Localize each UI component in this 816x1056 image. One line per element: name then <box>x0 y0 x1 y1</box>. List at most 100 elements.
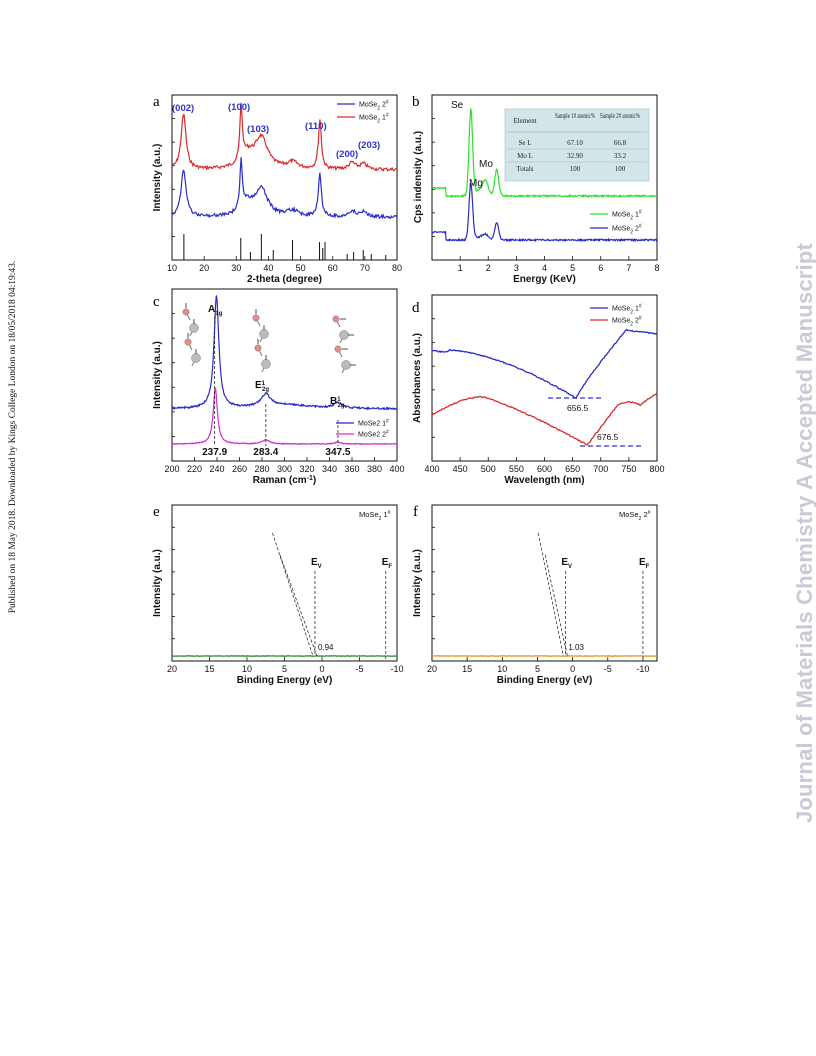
panel-d-legend-label: MoSe2 2# <box>612 316 642 328</box>
panel-c-molecule-e2g <box>252 309 271 373</box>
panel-a-peak-label: (110) <box>305 121 327 132</box>
panel-b-table-cell: 100 <box>615 165 626 173</box>
panel-c-series-1 <box>171 295 398 411</box>
panel-c-xtick-label: 340 <box>322 464 337 474</box>
panel-d-series-2 <box>431 392 658 446</box>
panel-b-table-cell: 66.8 <box>614 139 627 147</box>
panel-b-xtick-label: 3 <box>514 263 519 273</box>
panel-c-letter: c <box>153 294 160 310</box>
panel-c-xtick-label: 320 <box>299 464 314 474</box>
panel-b-xtick-label: 8 <box>654 263 659 273</box>
panel-e-ev-value: 0.94 <box>318 643 334 652</box>
panel-c-atom <box>252 314 260 322</box>
panel-c-atom <box>332 315 340 323</box>
panel-d-xtick-label: 550 <box>509 464 524 474</box>
panel-f-ev-label: EV <box>561 557 572 570</box>
panel-b-peak-label: Se <box>451 100 464 111</box>
panel-a-xtick-label: 30 <box>231 263 241 273</box>
panel-e-ef-label: EF <box>382 557 393 570</box>
panel-b-table-cell: 100 <box>570 165 581 173</box>
panel-c-mode-value: 347.5 <box>325 447 350 458</box>
panel-e-xlabel: Binding Energy (eV) <box>237 675 333 686</box>
panel-c-xtick-label: 280 <box>254 464 269 474</box>
panel-a-xtick-label: 50 <box>296 263 306 273</box>
panel-d-xlabel: Wavelength (nm) <box>504 475 584 486</box>
panel-b-table-cell: Se L <box>518 139 531 147</box>
panel-a-xtick-label: 20 <box>199 263 209 273</box>
panel-c-xtick-label: 380 <box>367 464 382 474</box>
panel-c-atom <box>184 338 192 346</box>
panel-b-table-cell: Mo L <box>517 152 533 160</box>
panel-a-peak-label: (103) <box>247 124 269 135</box>
panel-f-extrapolation <box>537 532 564 657</box>
panel-c-atom <box>261 359 271 369</box>
panel-e-xtick-label: -10 <box>390 664 403 674</box>
panel-c-atom <box>341 360 351 370</box>
panel-a-xtick-label: 40 <box>263 263 273 273</box>
panel-d-series-1 <box>432 328 658 400</box>
panel-b-table <box>504 108 650 182</box>
panel-c-atom <box>259 329 269 339</box>
panel-a-series-2 <box>171 157 398 220</box>
panel-c-xtick-label: 240 <box>209 464 224 474</box>
panel-f-frame <box>431 504 658 662</box>
panel-d-xtick-label: 700 <box>593 464 608 474</box>
panel-a-letter: a <box>153 94 160 110</box>
panel-b-xtick-label: 5 <box>570 263 575 273</box>
panel-c-atom <box>339 330 349 340</box>
panel-a-xtick-label: 10 <box>167 263 177 273</box>
panel-a-peak-label: (002) <box>172 103 194 114</box>
panel-e-xtick-label: 10 <box>242 664 252 674</box>
panel-d-letter: d <box>412 300 420 316</box>
panel-b-xtick-label: 6 <box>598 263 603 273</box>
panel-d-xtick-label: 650 <box>565 464 580 474</box>
panel-b-xtick-label: 2 <box>486 263 491 273</box>
panel-e-ev-label: EV <box>311 557 322 570</box>
panel-c-mode-label: E1 2g <box>255 380 269 393</box>
panel-b-table-cell: 32.90 <box>567 152 583 160</box>
panel-d-xtick-label: 750 <box>621 464 636 474</box>
panel-c-xtick-label: 300 <box>277 464 292 474</box>
panel-e-extrapolation <box>279 554 318 657</box>
panel-b-peak-label: Mo <box>479 159 493 170</box>
panel-e-xtick-label: 0 <box>319 664 324 674</box>
panel-e-xtick-label: 15 <box>204 664 214 674</box>
panel-c-atom <box>191 353 201 363</box>
panel-c-series-2 <box>171 387 398 446</box>
panel-c-mode-value: 237.9 <box>202 447 227 458</box>
panel-c-xtick-label: 400 <box>389 464 404 474</box>
panel-b-table-header: Sample 1# atomic% <box>555 112 595 120</box>
panel-b-xlabel: Energy (KeV) <box>513 274 576 285</box>
panel-d-ylabel: Absorbances (a.u.) <box>412 333 423 423</box>
panel-e-xtick-label: 20 <box>167 664 177 674</box>
panel-c-xtick-label: 360 <box>344 464 359 474</box>
panel-c-atom <box>254 344 262 352</box>
panel-e-letter: e <box>153 504 160 520</box>
panel-d-xtick-label: 800 <box>649 464 664 474</box>
panel-f-xtick-label: 10 <box>497 664 507 674</box>
panel-c-atom <box>182 308 190 316</box>
panel-c-xlabel: Raman (cm-1) <box>253 475 316 487</box>
panel-c-xtick-label: 200 <box>164 464 179 474</box>
panel-b-series-1 <box>431 108 658 199</box>
panel-d-legend-label: MoSe2 1# <box>612 304 642 316</box>
panel-f-ev-value: 1.03 <box>568 643 584 652</box>
panel-d-xtick-label: 450 <box>453 464 468 474</box>
panel-a-xlabel: 2-theta (degree) <box>247 274 322 285</box>
panel-c-xtick-label: 220 <box>187 464 202 474</box>
panel-e-frame <box>171 504 398 662</box>
panel-b-legend-label: MoSe2 1# <box>612 210 642 222</box>
panel-f-ef-label: EF <box>639 557 650 570</box>
panel-f-xtick-label: -5 <box>604 664 612 674</box>
panel-c-molecule-b2g <box>332 315 356 374</box>
panel-b-xtick-label: 1 <box>458 263 463 273</box>
panel-e-title: MoSe2 1# <box>359 510 391 522</box>
panel-c-atom <box>334 345 342 353</box>
panel-b-xtick-label: 7 <box>626 263 631 273</box>
panel-b-table-cell: 33.2 <box>614 152 627 160</box>
panel-b-letter: b <box>412 94 420 110</box>
panel-e-xtick-label: 5 <box>282 664 287 674</box>
panel-c-atom <box>189 323 199 333</box>
panel-f-ylabel: Intensity (a.u.) <box>412 549 423 617</box>
